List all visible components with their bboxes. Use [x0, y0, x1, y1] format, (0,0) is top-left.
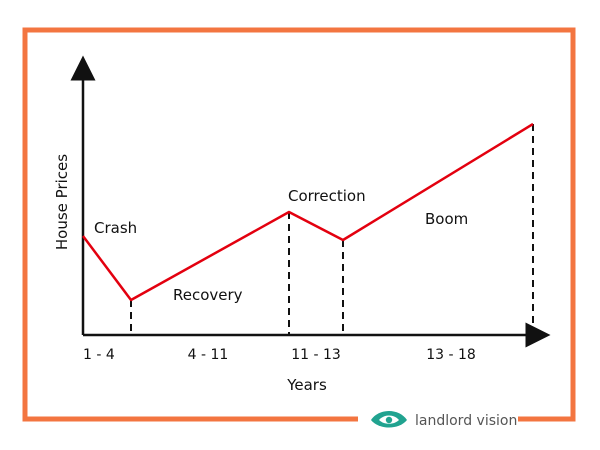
year-range-correction: 11 - 13 [291, 347, 341, 363]
phase-label-recovery: Recovery [173, 286, 243, 304]
phase-label-correction: Correction [288, 187, 366, 205]
year-range-crash: 1 - 4 [83, 347, 115, 363]
y-axis-label: House Prices [53, 154, 71, 250]
eye-leaf-logo-icon [371, 411, 407, 428]
brand-name: landlord vision [415, 413, 517, 429]
phase-label-crash: Crash [94, 219, 137, 237]
x-axis-label: Years [286, 376, 327, 394]
price-cycle-line [82, 122, 534, 302]
year-range-recovery: 4 - 11 [188, 347, 229, 363]
phase-label-boom: Boom [425, 210, 468, 228]
orange-frame [22, 27, 576, 422]
year-range-boom: 13 - 18 [426, 347, 476, 363]
